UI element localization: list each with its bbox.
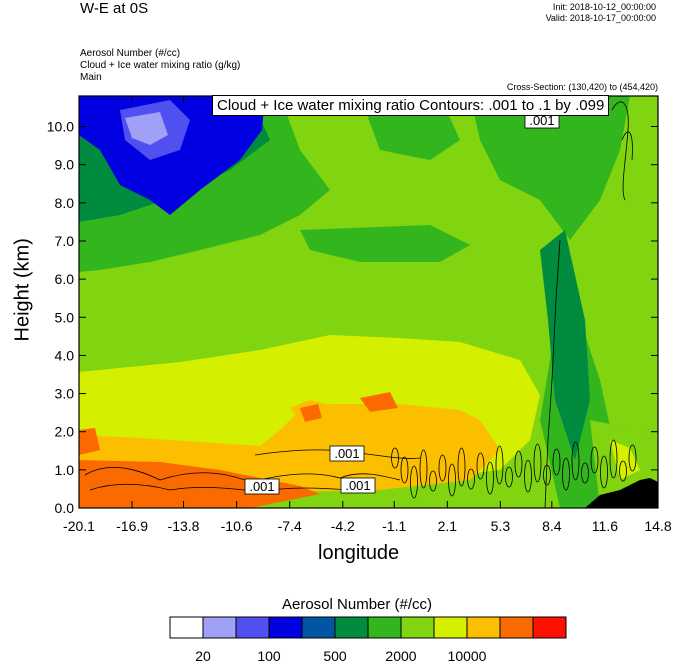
colorbar-swatch: [301, 616, 336, 639]
colorbar-swatch: [466, 616, 501, 639]
colorbar-swatch: [367, 616, 402, 639]
x-tick-label: -1.1: [382, 518, 406, 534]
x-tick-label: 5.3: [491, 518, 511, 534]
y-tick-label: 9.0: [55, 157, 75, 173]
valid-time: Valid: 2018-10-17_00:00:00: [545, 13, 656, 23]
colorbar-swatch: [499, 616, 534, 639]
chart-title: W-E at 0S: [80, 0, 149, 17]
x-tick-label: -20.1: [63, 518, 95, 534]
y-tick-label: 1.0: [55, 462, 75, 478]
variable-aerosol: Aerosol Number (#/cc): [80, 48, 181, 59]
y-tick-label: 8.0: [55, 195, 75, 211]
x-tick-label: -7.4: [278, 518, 302, 534]
colorbar-swatch: [268, 616, 303, 639]
colorbar-swatch: [334, 616, 369, 639]
y-tick-label: 7.0: [55, 233, 75, 249]
contour-label: .001: [529, 113, 554, 128]
colorbar-swatch: [235, 616, 270, 639]
x-tick-label: 11.6: [592, 518, 618, 534]
x-tick-label: -10.6: [221, 518, 253, 534]
init-time: Init: 2018-10-12_00:00:00: [552, 2, 656, 12]
colorbar-swatch: [400, 616, 435, 639]
colorbar-swatch: [532, 616, 567, 639]
contour-label-box: [340, 477, 376, 494]
y-tick-label: 6.0: [55, 271, 75, 287]
y-tick-label: 5.0: [55, 309, 75, 325]
x-axis-label: longitude: [318, 542, 400, 564]
y-tick-label: 3.0: [55, 386, 75, 402]
y-tick-label: 0.0: [55, 500, 75, 516]
x-tick-label: -16.9: [116, 518, 148, 534]
contour-label-box: [244, 478, 280, 495]
contour-label-box: [329, 445, 365, 462]
y-axis-label: Height (km): [11, 238, 34, 342]
contour-info-box: Cloud + Ice water mixing ratio Contours:…: [212, 95, 610, 116]
contour-label: .001: [249, 479, 274, 494]
cross-section-label: Cross-Section: (130,420) to (454,420): [506, 82, 658, 92]
x-tick-label: -13.8: [168, 518, 200, 534]
y-tick-label: 10.0: [47, 119, 74, 135]
contour-label: .001: [334, 446, 359, 461]
colorbar-swatch: [433, 616, 468, 639]
x-tick-label: 14.8: [644, 518, 671, 534]
x-tick-label: -4.2: [331, 518, 355, 534]
aerosol-field: .001 .001 .001 .001: [79, 96, 658, 508]
variable-main: Main: [80, 72, 102, 83]
variable-cloud-ice: Cloud + Ice water mixing ratio (g/kg): [80, 60, 241, 71]
colorbar-label: 100: [257, 648, 281, 664]
colorbar-swatch: [202, 616, 237, 639]
contour-label: .001: [345, 478, 370, 493]
colorbar-swatch: [169, 616, 204, 639]
colorbar-label: 20: [195, 648, 211, 664]
colorbar-label: 10000: [447, 648, 487, 664]
y-tick-label: 4.0: [55, 347, 75, 363]
x-tick-label: 8.4: [542, 518, 562, 534]
colorbar-title: Aerosol Number (#/cc): [282, 596, 433, 613]
terrain: [585, 478, 658, 508]
colorbar-label: 500: [323, 648, 347, 664]
x-tick-label: 2.1: [438, 518, 458, 534]
y-tick-label: 2.0: [55, 424, 75, 440]
colorbar-label: 2000: [385, 648, 417, 664]
